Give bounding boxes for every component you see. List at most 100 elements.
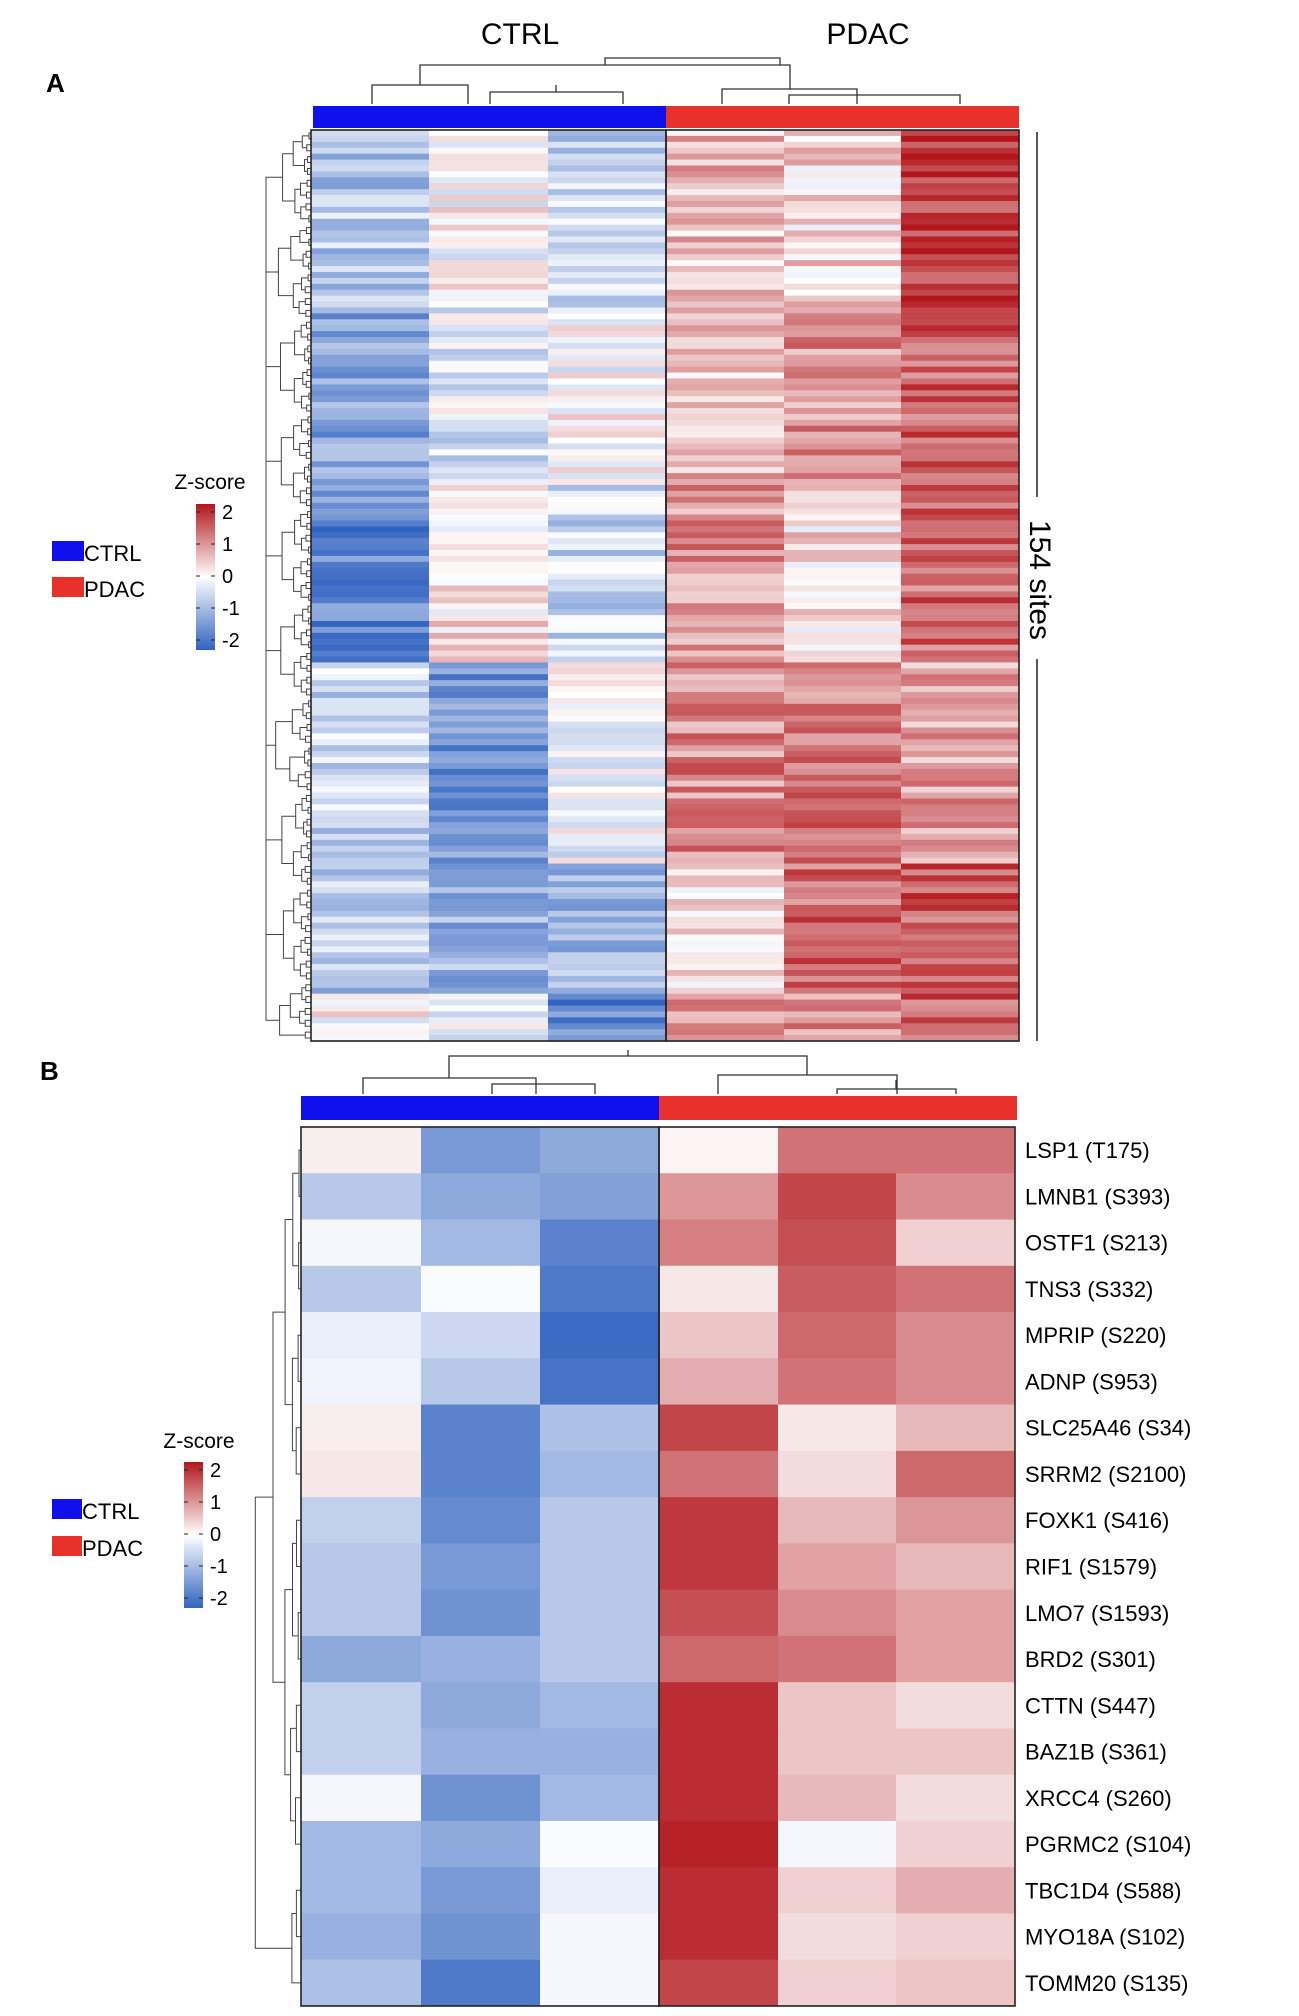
row-dendrogram-a-branch [301,419,309,433]
heatmap-a-cell [429,490,548,498]
heatmap-a-cell [784,342,901,350]
heatmap-a-cell [548,845,666,853]
heatmap-a-cell [901,668,1019,675]
heatmap-a-cell [901,236,1019,243]
group-bar-a-ctrl [313,106,666,128]
heatmap-a-cell [901,135,1019,143]
heatmap-a-cell [548,271,666,279]
heatmap-a-cell [429,425,548,433]
heatmap-a-cell [311,686,429,693]
panel-a-label: A [46,68,65,98]
heatmap-a-cell [311,798,429,805]
heatmap-a-cell [901,425,1019,433]
heatmap-a-cell [429,975,548,983]
heatmap-a-cell [429,372,548,380]
heatmap-a-cell [429,644,548,652]
heatmap-a-cell [311,301,429,309]
heatmap-b-cell [896,1543,1015,1591]
heatmap-a-cell [429,910,548,918]
heatmap-a-cell [901,816,1019,823]
heatmap-a-cell [429,993,548,1001]
heatmap-a-cell [548,449,666,456]
row-dendrogram-a-branch [301,395,309,409]
heatmap-a-cell [784,620,901,628]
heatmap-a-cell [548,615,666,622]
heatmap-a-cell [311,792,429,800]
heatmap-a-cell [901,822,1019,829]
heatmap-a-cell [901,218,1019,226]
heatmap-a-cell [784,709,901,717]
heatmap-a-pdac-border [665,129,1020,1042]
heatmap-a-cell [548,189,666,196]
heatmap-a-cell [784,260,901,267]
row-dendrogram-a-branch [300,514,308,527]
heatmap-a-cell [311,218,429,226]
heatmap-b-cell [540,1867,659,1914]
heatmap-a-cell [548,567,666,575]
heatmap-a-cell [901,260,1019,267]
heatmap-a-cell [901,893,1019,900]
heatmap-a-cell [784,904,901,912]
heatmap-a-cell [548,242,666,249]
heatmap-a-cell [429,721,548,729]
heatmap-b-cell [896,1497,1015,1544]
heatmap-b-cell [896,1173,1015,1221]
heatmap-a-cell [548,431,666,439]
heatmap-a-cell [311,372,429,380]
heatmap-a-cell [666,555,784,563]
row-dendrogram-a-branch [302,253,309,267]
heatmap-a-cell [784,792,901,800]
heatmap-a-cell [548,715,666,723]
heatmap-a-cell [901,638,1019,646]
heatmap-a-cell [901,342,1019,350]
heatmap-a-cell [311,650,429,658]
heatmap-a-cell [784,981,901,989]
heatmap-a-cell [548,804,666,811]
heatmap-a-cell [784,721,901,729]
row-dendrogram-a-branch [300,585,309,598]
heatmap-a-cell [429,762,548,770]
heatmap-b-cell [301,1219,421,1267]
legend-a-tick-neg1: -1 [222,598,240,620]
row-label-b: RIF1 (S1579) [1025,1555,1157,1580]
heatmap-b-cell [896,1682,1015,1729]
heatmap-a-cell [311,224,429,232]
panel-b: B LSP1 (T175) LMNB1 (S393) OSTF1 (S213) TNS… [40,1050,1191,2007]
heatmap-a-cell [311,550,429,557]
heatmap-b-cell [659,1358,778,1406]
heatmap-a-cell [429,337,548,344]
heatmap-a-cell [901,964,1019,971]
heatmap-a-cell [548,479,666,486]
heatmap-a-cell [666,295,784,303]
heatmap-a-cell [666,384,784,391]
heatmap-b-cell [421,1867,540,1914]
row-dendrogram-a-branch [308,262,311,270]
heatmap-a-cell [311,342,429,350]
heatmap-a-cell [901,768,1019,776]
heatmap-a-cell [429,331,548,338]
heatmap-a-cell [311,851,429,859]
heatmap-a-cell [429,242,548,249]
heatmap-a-cell [548,798,666,805]
heatmap-a-cell [901,496,1019,504]
heatmap-a-cell [784,413,901,421]
heatmap-a-cell [311,419,429,427]
heatmap-b-cell [301,1127,421,1174]
heatmap-b-cell [659,1265,778,1313]
heatmap-a-cell [666,993,784,1001]
heatmap-a-cell [784,354,901,362]
heatmap-a-cell [429,159,548,167]
heatmap-b-cell [540,1265,659,1313]
heatmap-a-cell [784,437,901,445]
heatmap-a-cell [429,301,548,309]
heatmap-a-cell [666,567,784,575]
heatmap-a-cell [666,514,784,522]
heatmap-a-cell [548,981,666,989]
heatmap-a-cell [666,177,784,184]
row-dendrogram-a-branch [305,795,311,802]
heatmap-a-cell [666,437,784,445]
heatmap-b-cell [659,1635,778,1683]
heatmap-a-cell [666,212,784,220]
heatmap-a-cell [784,1011,901,1018]
heatmap-a-cell [784,632,901,640]
